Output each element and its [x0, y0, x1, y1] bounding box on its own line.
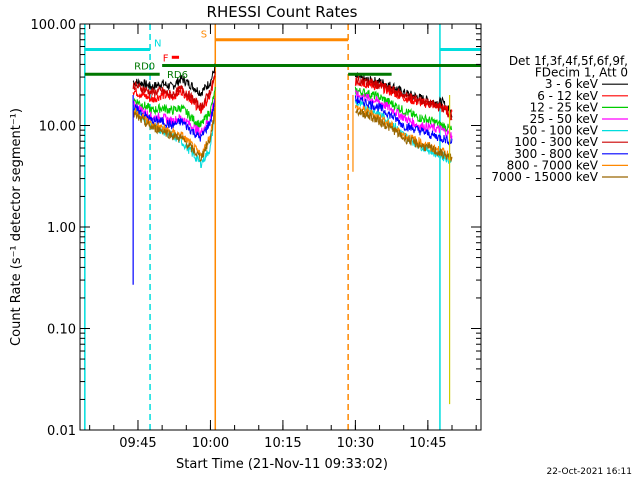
- timestamp: 22-Oct-2021 16:11: [547, 467, 632, 477]
- x-tick-label: 10:15: [264, 436, 301, 451]
- x-tick-label: 10:30: [337, 436, 374, 451]
- legend: Det 1f,3f,4f,5f,6f,9f,FDecim 1, Att 03 -…: [491, 54, 628, 184]
- legend-header: Det 1f,3f,4f,5f,6f,9f,: [509, 54, 628, 68]
- series-lines: [132, 63, 453, 430]
- series-line: [355, 76, 453, 121]
- legend-entry: 300 - 800 keV: [514, 147, 598, 161]
- flag-bars: N S F RD0 RD6: [84, 30, 481, 81]
- flag-label: N: [154, 39, 161, 50]
- series-line: [354, 77, 453, 118]
- legend-entry: 7000 - 15000 keV: [491, 170, 598, 184]
- legend-entry: 3 - 6 keV: [545, 77, 599, 91]
- y-tick-label: 0.10: [47, 323, 76, 338]
- x-tick-label: 10:00: [192, 436, 229, 451]
- series-line: [132, 106, 216, 162]
- flag-label: F: [163, 53, 169, 64]
- flag-label: RD6: [167, 70, 188, 81]
- x-axis-label: Start Time (21-Nov-11 09:33:02): [176, 457, 388, 472]
- legend-entry: 50 - 100 keV: [522, 124, 599, 138]
- flag-label: S: [201, 30, 207, 41]
- y-tick-label: 1.00: [47, 221, 76, 236]
- legend-entry: 12 - 25 keV: [530, 100, 599, 114]
- x-tick-label: 09:45: [119, 436, 156, 451]
- y-tick-label: 10.00: [39, 120, 76, 135]
- series-line: [132, 63, 216, 97]
- legend-entry: 100 - 300 keV: [514, 135, 598, 149]
- chart-title: RHESSI Count Rates: [207, 3, 358, 21]
- legend-header: FDecim 1, Att 0: [535, 66, 628, 80]
- series-line: [354, 95, 453, 146]
- axes: 100.00 10.00 1.00 0.10 0.01 09:45 10:00 10:15 10…: [31, 18, 482, 451]
- legend-entry: 800 - 7000 keV: [507, 158, 599, 172]
- x-tick-label: 10:45: [409, 436, 446, 451]
- y-tick-label: 0.01: [47, 424, 76, 439]
- series-line: [132, 98, 216, 142]
- series-line: [132, 71, 216, 111]
- legend-entry: 6 - 12 keV: [537, 89, 599, 103]
- y-tick-label: 100.00: [31, 18, 77, 33]
- series-line: [132, 86, 216, 128]
- series-line: [355, 108, 453, 162]
- series-line: [354, 88, 453, 140]
- y-axis-label: Count Rate (s⁻¹ detector segment⁻¹): [9, 108, 24, 346]
- series-line: [354, 86, 453, 133]
- flag-label: RD0: [134, 62, 155, 73]
- legend-entry: 25 - 50 keV: [530, 112, 599, 126]
